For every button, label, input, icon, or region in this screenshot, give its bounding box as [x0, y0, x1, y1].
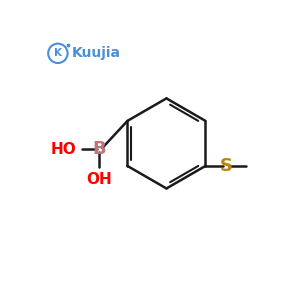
Text: S: S: [220, 157, 233, 175]
Text: Kuujia: Kuujia: [71, 46, 120, 60]
Text: K: K: [54, 48, 62, 58]
Text: HO: HO: [51, 142, 76, 157]
Text: OH: OH: [87, 172, 112, 187]
Text: B: B: [93, 140, 106, 158]
